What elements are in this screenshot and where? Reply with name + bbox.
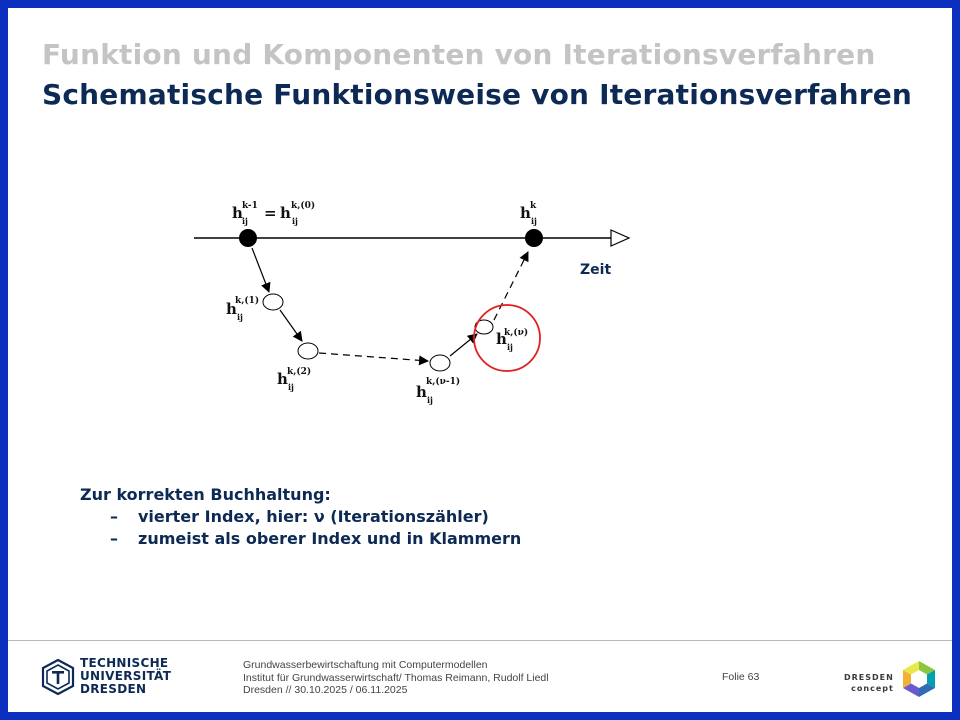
label-h-k1: h ij k,(1): [226, 295, 259, 322]
section-title: Funktion und Komponenten von Iterationsv…: [42, 38, 876, 71]
label-h-end-sub: ij: [531, 216, 537, 226]
label-h-knu-h: h: [496, 330, 507, 348]
tu-wordmark-line: DRESDEN: [80, 682, 147, 696]
notes-bullet: –: [110, 529, 118, 548]
node-iter-1: [262, 293, 284, 311]
label-h-start-sub: ij: [242, 216, 248, 226]
tu-dresden-logo-icon: [41, 658, 75, 696]
dc-wordmark-line: DRESDEN: [844, 673, 894, 682]
arrow-start-to-1: [251, 247, 271, 293]
notes-item-1: – vierter Index, hier: ν (Iterationszähle…: [80, 506, 521, 528]
label-h-k0-sup: k,(0): [291, 200, 315, 211]
node-end: [525, 229, 543, 247]
time-axis-arrowhead: [610, 229, 631, 247]
highlight-circle: [473, 304, 541, 372]
notes-block: Zur korrekten Buchhaltung: – vierter Inde…: [80, 484, 521, 550]
time-axis-label: Zeit: [580, 262, 611, 278]
label-equals: =: [264, 204, 277, 222]
label-h-knu1: h ij k,(ν-1): [416, 376, 460, 405]
label-h-knu1-sub: ij: [427, 395, 433, 405]
label-h-start-h: h: [232, 204, 243, 222]
label-h-k0-h: h: [280, 204, 291, 222]
arrow-nu-minus-1-to-nu: [449, 333, 478, 357]
label-h-k2-sub: ij: [288, 382, 294, 392]
notes-item-2: – zumeist als oberer Index und in Klammer…: [80, 528, 521, 550]
slide: Funktion und Komponenten von Iterationsv…: [8, 8, 952, 712]
label-h-knu-sup: k,(ν): [504, 327, 528, 338]
footer-date: Dresden // 30.10.2025 / 06.11.2025: [243, 684, 408, 696]
label-h-end: h ij k: [520, 201, 537, 226]
notes-item-text: vierter Index, hier: ν (Iterationszähler…: [138, 507, 489, 526]
label-h-knu1-h: h: [416, 383, 427, 401]
node-start: [239, 229, 257, 247]
iteration-diagram: Zeit h ij k-1 = h ij k,(0) h ij: [194, 200, 631, 405]
footer-meta: Grundwasserbewirtschaftung mit Computerm…: [243, 659, 549, 697]
arrow-2-to-nu-minus-1: [318, 352, 429, 366]
notes-item-text: zumeist als oberer Index und in Klammern: [138, 529, 522, 548]
label-h-k0-sub: ij: [292, 216, 298, 226]
tu-wordmark-line: TECHNISCHE: [80, 656, 169, 670]
node-iter-nu-minus-1: [429, 354, 451, 372]
label-h-k2-sup: k,(2): [287, 366, 311, 377]
label-h-end-sup: k: [530, 201, 537, 211]
dresden-concept-wordmark: DRESDEN concept: [844, 672, 894, 694]
dc-wordmark-line: concept: [851, 684, 894, 693]
tu-wordmark-line: UNIVERSITÄT: [80, 669, 172, 683]
tu-dresden-wordmark: TECHNISCHE UNIVERSITÄT DRESDEN: [80, 657, 171, 696]
slide-number: Folie 63: [722, 671, 760, 683]
label-h-k2: h ij k,(2): [277, 366, 311, 392]
footer-authors: Institut für Grundwasserwirtschaft/ Thom…: [243, 671, 549, 684]
notes-heading: Zur korrekten Buchhaltung:: [80, 485, 331, 504]
label-h-knu1-sup: k,(ν-1): [426, 376, 460, 387]
label-h-k2-h: h: [277, 370, 288, 388]
notes-bullet: –: [110, 507, 118, 526]
label-h-knu: h ij k,(ν): [496, 327, 528, 352]
dresden-concept-logo-icon: [903, 661, 935, 697]
node-iter-2: [297, 342, 319, 360]
label-h-k1-h: h: [226, 300, 237, 318]
arrow-1-to-2: [279, 309, 303, 342]
label-h-knu-sub: ij: [507, 342, 513, 352]
footer-course-title: Grundwasserbewirtschaftung mit Computerm…: [243, 659, 488, 671]
label-h-k1-sub: ij: [237, 312, 243, 322]
label-h-end-h: h: [520, 204, 531, 222]
slide-title: Schematische Funktionsweise von Iteratio…: [42, 78, 913, 111]
label-h-k1-sup: k,(1): [235, 295, 259, 306]
footer-divider: [8, 640, 952, 641]
label-h-start: h ij k-1 = h ij k,(0): [232, 200, 315, 226]
arrow-nu-to-end: [493, 251, 529, 321]
label-h-start-sup: k-1: [242, 201, 258, 211]
